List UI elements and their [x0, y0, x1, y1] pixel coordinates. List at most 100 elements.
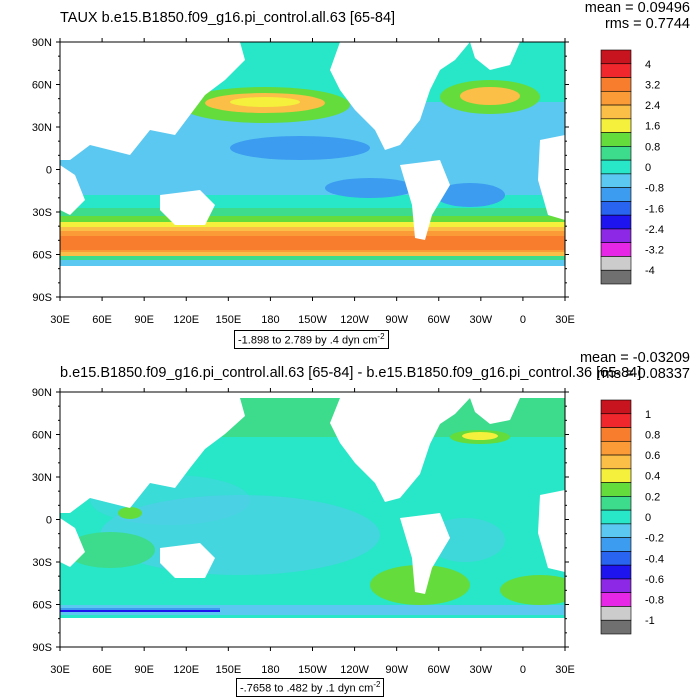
lon-tick-label: 90E — [134, 664, 154, 676]
lon-tick-label: 90W — [385, 314, 408, 326]
colorbar-swatch — [600, 146, 632, 161]
colorbar-swatch — [600, 173, 632, 188]
lon-tick-label: 120W — [340, 314, 369, 326]
mean-stat: mean = 0.09496 — [584, 0, 690, 16]
colorbar-swatch — [600, 63, 632, 78]
colorbar-label: -1 — [645, 615, 655, 627]
lat-tick-label: 60N — [32, 80, 52, 92]
colorbar-label: 0.8 — [645, 141, 660, 153]
colorbar-label: 0 — [645, 512, 651, 524]
colorbar-swatch — [600, 187, 632, 202]
colorbar-swatch — [600, 509, 632, 525]
lon-tick-label: 120E — [173, 664, 199, 676]
lon-tick-label: 180 — [261, 314, 279, 326]
colorbar-label: -0.4 — [645, 553, 664, 565]
colorbar-label: -4 — [645, 265, 655, 277]
lon-tick-label: 0 — [520, 664, 526, 676]
lon-tick-label: 150E — [215, 314, 241, 326]
colorbar-swatch — [600, 132, 632, 147]
colorbar-swatch — [600, 619, 632, 635]
colorbar-label: -0.2 — [645, 533, 664, 545]
colorbar-label: -2.4 — [645, 224, 664, 236]
lon-tick-label: 120W — [340, 664, 369, 676]
lon-tick-label: 30W — [470, 314, 493, 326]
lat-tick-label: 90S — [32, 292, 52, 304]
colorbar-swatch — [600, 118, 632, 133]
colorbar-label: -0.8 — [645, 183, 664, 195]
colorbar-label: 1 — [645, 409, 651, 421]
lon-tick-label: 0 — [520, 314, 526, 326]
colorbar-label: 3.2 — [645, 79, 660, 91]
lon-tick-label: 150E — [215, 664, 241, 676]
lon-tick-label: 150W — [298, 664, 327, 676]
colorbar-swatch — [600, 77, 632, 92]
colorbar-label: -0.6 — [645, 574, 664, 586]
lat-tick-label: 30S — [32, 207, 52, 219]
colorbar-swatch — [600, 606, 632, 621]
lat-tick-label: 90S — [32, 642, 52, 654]
colorbar-swatch — [600, 413, 632, 428]
lon-tick-label: 90W — [385, 664, 408, 676]
colorbar-swatch — [600, 578, 632, 594]
lon-tick-label: 150W — [298, 314, 327, 326]
colorbar-label: -1.6 — [645, 203, 664, 215]
colorbar-top: 4 3.2 2.4 1.6 0.8 0 -0.8 -1.6 -2.4 -3.2 -4 — [600, 49, 664, 285]
colorbar-swatch — [600, 440, 632, 456]
colorbar-label: 4 — [645, 59, 651, 71]
colorbar-label: 2.4 — [645, 100, 660, 112]
lat-tick-label: 30N — [32, 122, 52, 134]
lon-tick-label: 60W — [427, 314, 450, 326]
panel-title: b.e15.B1850.f09_g16.pi_control.all.63 [6… — [60, 365, 642, 381]
colorbar-swatch — [600, 399, 632, 415]
rms-stat: rms = 0.7744 — [604, 16, 690, 32]
colorbar-swatch — [600, 454, 632, 470]
colorbar-swatch — [600, 523, 632, 538]
panel-bottom: b.e15.B1850.f09_g16.pi_control.all.63 [6… — [0, 350, 700, 700]
colorbar-label: 0.6 — [645, 450, 660, 462]
colorbar-swatch — [600, 564, 632, 580]
lon-tick-label: 60E — [92, 314, 112, 326]
lon-tick-label: 60E — [92, 664, 112, 676]
contour-range-label: -.7658 to .482 by .1 dyn cm-2 — [236, 678, 385, 697]
lat-tick-label: 90N — [32, 37, 52, 49]
land-masses — [60, 392, 565, 647]
colorbar-swatch — [600, 228, 632, 244]
lat-tick-label: 60N — [32, 430, 52, 442]
colorbar-swatch — [600, 214, 632, 230]
colorbar-swatch — [600, 468, 632, 483]
colorbar-swatch — [600, 427, 632, 442]
lat-tick-label: 30S — [32, 557, 52, 569]
colorbar-label: 0 — [645, 162, 651, 174]
colorbar-swatch — [600, 242, 632, 257]
map-figure-bottom: 1 0.8 0.6 0.4 0.2 0 -0.2 -0.4 -0.6 -0.8 -1 90N 60N 3… — [32, 387, 664, 676]
colorbar-swatch — [600, 104, 632, 120]
lon-tick-label: 30W — [470, 664, 493, 676]
colorbar-label: 0.8 — [645, 429, 660, 441]
mean-stat: mean = -0.03209 — [579, 350, 690, 366]
colorbar-swatch — [600, 482, 632, 497]
lat-tick-label: 60S — [32, 250, 52, 262]
lat-tick-label: 0 — [46, 165, 52, 177]
colorbar-swatch — [600, 49, 632, 65]
colorbar-swatch — [600, 159, 632, 175]
contour-range-label: -1.898 to 2.789 by .4 dyn cm-2 — [234, 330, 389, 349]
colorbar-label: 0.2 — [645, 491, 660, 503]
lon-tick-label: 30E — [555, 664, 575, 676]
colorbar-swatch — [600, 201, 632, 216]
lon-tick-label: 30E — [555, 314, 575, 326]
lat-tick-label: 0 — [46, 515, 52, 527]
lat-tick-label: 90N — [32, 387, 52, 399]
map-figure-top: 4 3.2 2.4 1.6 0.8 0 -0.8 -1.6 -2.4 -3.2 -4 90N 60N 3… — [32, 37, 664, 326]
lon-tick-label: 90E — [134, 314, 154, 326]
lat-tick-label: 30N — [32, 472, 52, 484]
lon-tick-label: 60W — [427, 664, 450, 676]
colorbar-swatch — [600, 496, 632, 511]
lon-tick-label: 180 — [261, 664, 279, 676]
land-masses — [60, 42, 565, 297]
colorbar-swatch — [600, 90, 632, 106]
lon-tick-label: 120E — [173, 314, 199, 326]
colorbar-label: -3.2 — [645, 245, 664, 257]
colorbar-swatch — [600, 269, 632, 285]
colorbar-swatch — [600, 537, 632, 552]
colorbar-swatch — [600, 592, 632, 607]
